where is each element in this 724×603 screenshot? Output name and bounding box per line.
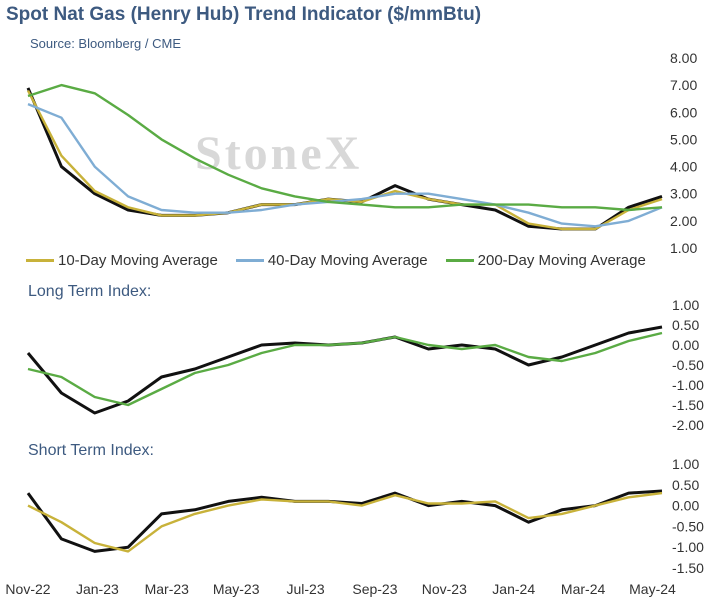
legend-swatch-ma10: [26, 259, 54, 262]
y-tick-label: 1.00: [672, 456, 699, 472]
x-tick-label: Jul-23: [286, 581, 324, 597]
y-tick-label: 2.00: [670, 213, 697, 229]
legend-item-ma40: 40-Day Moving Average: [235, 252, 428, 269]
series-line-ma200: [27, 331, 663, 407]
x-tick-label: Jan-24: [492, 581, 535, 597]
y-tick-label: -0.50: [672, 357, 704, 373]
chart-subtitle: Source: Bloomberg / CME: [30, 36, 182, 51]
y-tick-label: -1.50: [672, 560, 704, 576]
legend-label-ma10: 10-Day Moving Average: [58, 252, 218, 269]
y-tick-label: -1.00: [672, 377, 704, 393]
short-term-title: Short Term Index:: [28, 442, 154, 459]
legend-label-ma40: 40-Day Moving Average: [267, 252, 428, 269]
series-line-ma200: [27, 83, 663, 212]
long-term-title: Long Term Index:: [28, 283, 152, 300]
legend-item-ma200: 200-Day Moving Average: [445, 252, 646, 269]
y-tick-label: 1.00: [672, 297, 699, 313]
y-tick-label: 0.00: [672, 337, 699, 353]
legend-swatch-ma40: [235, 259, 264, 262]
y-tick-label: 6.00: [670, 104, 697, 120]
series-line-spot: [26, 325, 663, 415]
y-tick-label: 5.00: [670, 131, 697, 147]
y-tick-label: 3.00: [670, 186, 697, 202]
x-tick-label: May-23: [213, 581, 260, 597]
y-tick-label: 0.50: [672, 317, 699, 333]
legend: 10-Day Moving Average 40-Day Moving Aver…: [26, 252, 646, 269]
x-tick-label: Mar-23: [145, 581, 190, 597]
y-tick-label: 0.00: [672, 498, 699, 514]
chart-title: Spot Nat Gas (Henry Hub) Trend Indicator…: [6, 4, 482, 25]
y-tick-label: 0.50: [672, 477, 699, 493]
y-tick-label: 8.00: [670, 50, 697, 66]
series-line-ma10: [27, 491, 663, 553]
x-tick-label: Mar-24: [561, 581, 606, 597]
y-tick-label: -1.50: [672, 397, 704, 413]
x-tick-label: Jan-23: [76, 581, 119, 597]
x-tick-label: May-24: [629, 581, 676, 597]
legend-item-ma10: 10-Day Moving Average: [26, 252, 218, 269]
y-tick-label: 7.00: [670, 77, 697, 93]
series-line-spot: [26, 489, 663, 553]
y-tick-label: -1.00: [672, 539, 704, 555]
legend-swatch-ma200: [445, 259, 474, 262]
y-tick-label: -0.50: [672, 518, 704, 534]
y-tick-label: 4.00: [670, 159, 697, 175]
y-tick-label: 1.00: [670, 240, 697, 256]
x-tick-label: Sep-23: [352, 581, 397, 597]
y-tick-label: -2.00: [672, 417, 704, 433]
x-tick-label: Nov-23: [422, 581, 467, 597]
x-tick-label: Nov-22: [5, 581, 50, 597]
series-line-ma40: [27, 102, 663, 228]
legend-label-ma200: 200-Day Moving Average: [477, 252, 646, 269]
